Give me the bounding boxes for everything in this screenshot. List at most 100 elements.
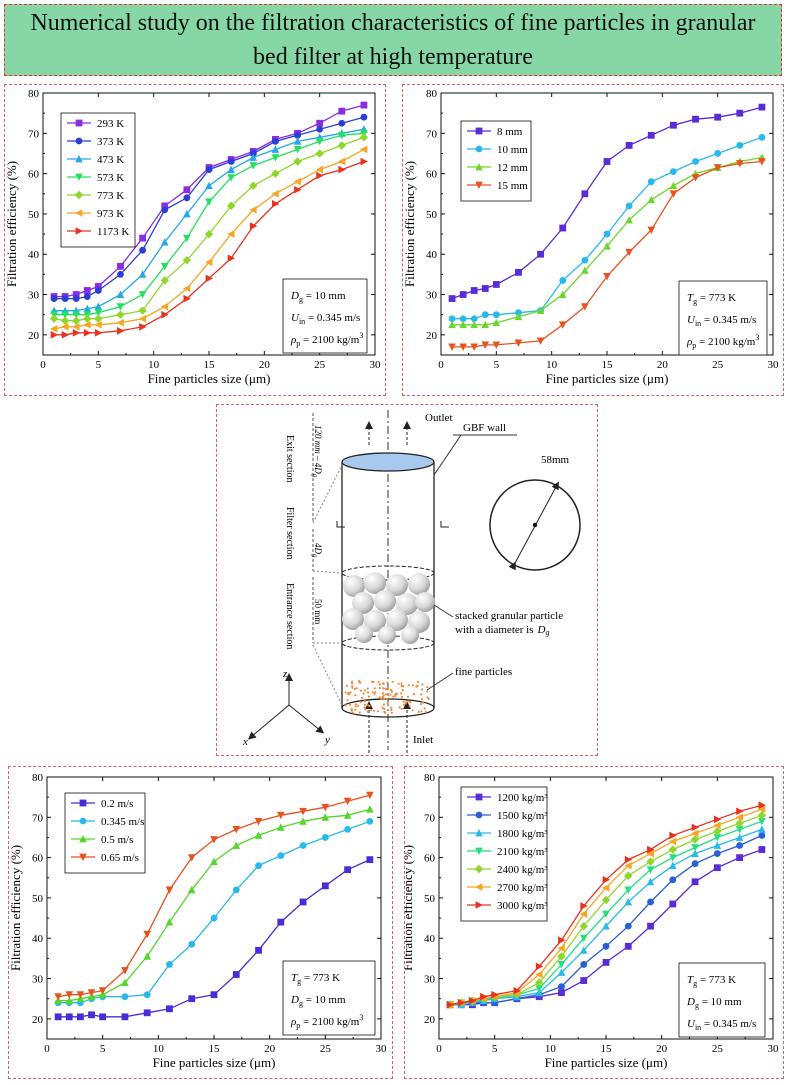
fine-particle-dot [421,688,424,691]
legend-marker [475,829,483,837]
data-point [61,311,69,319]
data-point [366,856,374,864]
data-point [647,898,654,906]
chart-temperature: 0 5 10 15 20 25 30 20 30 40 50 60 70 80 Fine particles… [5,88,381,386]
data-point [94,329,103,337]
chart-panel-diameter: 0 5 10 15 20 25 30 20 30 40 50 60 70 80 Fine particles… [402,84,784,396]
data-point [227,158,235,165]
data-point [735,833,744,841]
filter-dim-label: 4Dg [311,543,323,558]
data-point [232,841,241,849]
data-point [602,922,610,930]
data-point [580,961,588,968]
data-point [691,849,699,857]
fine-particle-dot [421,701,425,704]
fine-particle-dot [366,691,370,694]
series-1 [54,856,374,1021]
data-point [470,315,478,323]
data-point [337,157,346,166]
y-tick-label: 20 [32,1014,44,1026]
data-point [183,234,191,243]
fine-particle-dot [382,687,385,690]
data-point [602,959,610,966]
data-point [272,137,279,145]
fine-particle-dot [390,711,393,714]
data-point [602,884,610,892]
data-point [299,807,307,816]
y-tick-label: 30 [424,974,436,986]
y-tick-label: 70 [28,128,40,140]
annotation-line: Uin = 0.345 m/s [687,314,756,328]
fine-particle-dot [354,705,357,708]
fine-particle-dot [382,703,385,706]
data-point [581,266,589,274]
data-point [344,866,351,874]
data-point [227,254,236,263]
data-point [514,312,523,321]
fine-particle-dot [415,685,418,688]
legend-label: 0.65 m/s [101,852,139,864]
data-point [366,817,374,825]
legend-marker [75,227,83,235]
fine-particle-dot [380,697,383,700]
legend-label: 473 K [97,154,124,166]
diameter-label: 58mm [541,454,570,466]
data-point [315,149,324,158]
data-point [446,1000,455,1009]
inlet-label: Inlet [413,734,433,746]
data-point [736,142,744,149]
data-point [758,158,766,166]
fine-particle-dot [382,694,385,697]
fine-particle-dot [386,697,389,700]
y-tick-label: 60 [424,853,436,865]
data-point [736,160,744,168]
filter-bottom-boundary [341,635,435,651]
data-point [232,826,241,834]
x-tick-label: 25 [320,1043,332,1055]
data-point [448,343,456,351]
legend-marker [475,901,483,909]
fine-particle-dot [359,700,362,704]
data-point [646,877,655,886]
x-tick-label: 20 [264,1043,276,1055]
data-point [602,910,610,919]
data-point [736,854,743,862]
data-point [183,209,191,218]
data-point [601,895,611,905]
fine-particle-dot [373,687,376,690]
y-tick-label: 40 [424,933,436,945]
x-tick-label: 10 [546,359,558,371]
data-point [359,133,369,142]
data-point [602,875,610,884]
data-point [343,811,352,819]
data-point [581,256,589,264]
annotation-line: Dg = 10 mm [686,996,742,1010]
fine-particle-dot [404,702,407,705]
annotation-box [678,280,768,356]
fine-particle-dot [363,703,367,706]
data-point [515,309,522,317]
x-tick-label: 15 [602,359,614,371]
fine-particle-dot [402,685,405,688]
data-point [50,325,58,333]
data-point [272,200,280,208]
data-point [321,834,329,841]
legend-box [460,786,548,922]
data-point [515,268,522,276]
y-tick-label: 80 [424,772,436,784]
fine-particle-dot [377,680,380,684]
fine-particle-dot [353,687,356,690]
data-point [480,992,488,1001]
data-point [249,222,258,230]
fine-particle-dot [358,711,361,714]
fine-particle-dot [359,689,363,692]
x-tick-label: 30 [376,1043,388,1055]
annotation-line: Uin = 0.345 m/s [291,312,360,326]
data-point [116,303,125,311]
y-tick-label: 80 [28,88,40,100]
fine-particle-dot [364,708,367,711]
data-point [713,850,721,857]
legend-marker [475,181,483,189]
x-tick-label: 10 [148,359,160,371]
data-point [448,315,456,323]
